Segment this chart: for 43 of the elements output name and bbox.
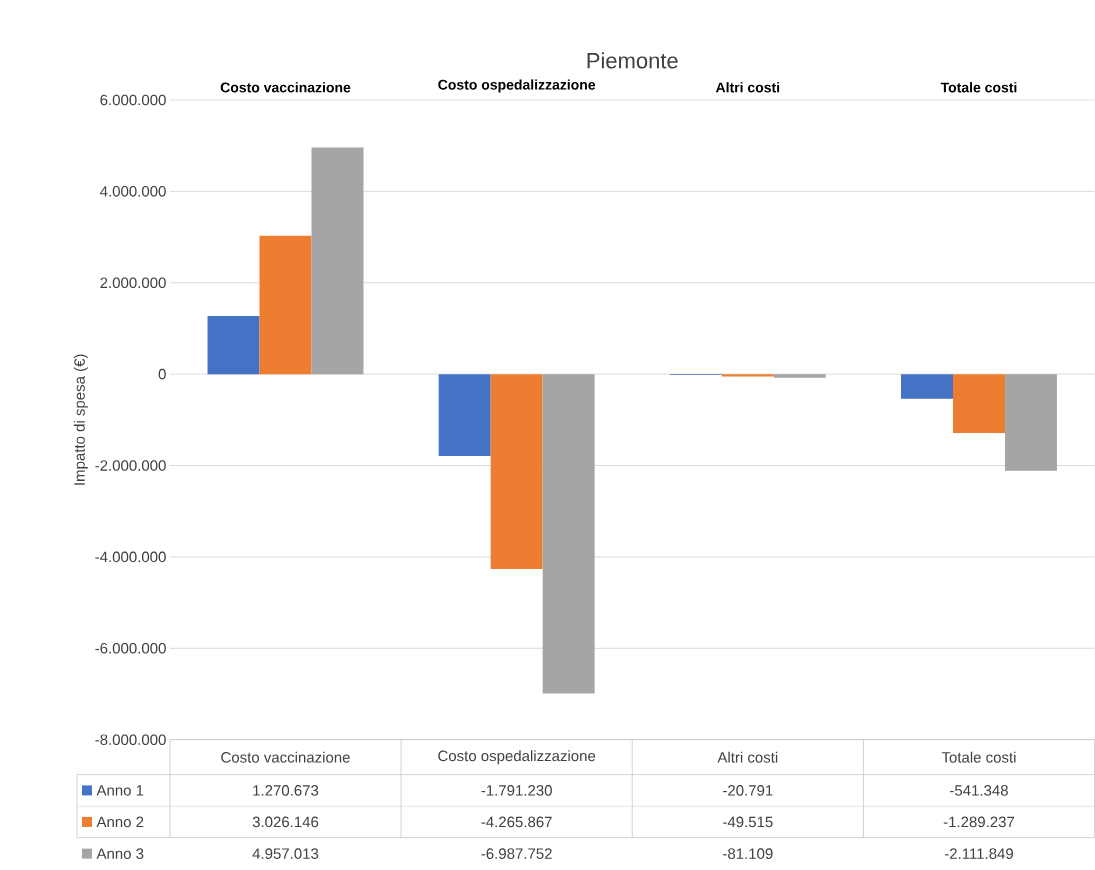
chart-title: Piemonte [587,52,678,69]
y-tick-label: -6.000.000 [95,643,166,654]
y-axis-title: Impatto di spesa (€) [73,354,88,485]
bar [952,374,1005,434]
data-label: -20.791 [723,785,773,796]
x-tick-label: Costo vaccinazione [220,82,351,93]
category-label: Totale costi [941,751,1016,763]
bar [901,374,953,400]
data-label: -2.111.849 [944,848,1013,860]
x-tick-label: Costo ospedalizzazione [438,79,596,93]
bar [773,374,826,379]
data-label: 1.270.673 [253,785,319,796]
data-label: -4.265.867 [481,816,552,828]
data-label: -49.515 [723,816,773,828]
category-label: Costo vaccinazione [221,751,350,763]
bar [259,236,312,375]
legend-label: Anno 1 [96,785,144,796]
data-label: 3.026.146 [252,816,319,828]
data-label: -1.791.230 [481,785,552,796]
legend-label: Anno 3 [96,848,144,860]
y-tick-label: 2.000.000 [100,277,166,289]
y-tick-label: -4.000.000 [95,551,166,563]
data-label: -6.987.752 [481,848,552,860]
data-label: -541.348 [950,785,1008,796]
category-label: Costo ospedalizzazione [438,750,596,765]
y-tick-label: -2.000.000 [95,460,166,471]
legend-label: Anno 2 [96,816,144,828]
data-label: 4.957.013 [252,848,319,860]
x-tick-label: Totale costi [940,82,1017,93]
bar [542,374,595,694]
bar [438,374,491,457]
x-tick-label: Altri costi [715,82,780,93]
y-tick-label: 4.000.000 [100,186,166,197]
bar [1004,374,1057,471]
data-label: -1.289.237 [943,816,1015,828]
bar [490,374,543,570]
bar [311,147,364,375]
bar [207,316,260,375]
category-label: Altri costi [717,751,778,763]
y-tick-label: 6.000.000 [100,94,166,106]
y-tick-label: 0 [158,368,166,380]
data-label: -81.109 [723,848,773,860]
y-tick-label: -8.000.000 [95,734,166,746]
